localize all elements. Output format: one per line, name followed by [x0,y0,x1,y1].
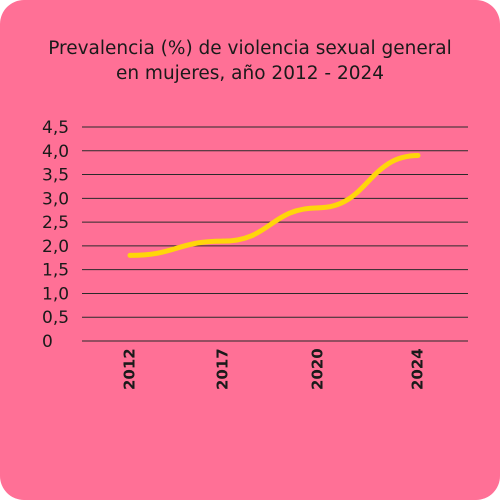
chart-title-line-1: Prevalencia (%) de violencia sexual gene… [48,38,452,59]
y-tick-label: 3,5 [42,166,69,186]
x-tick-label: 2017 [214,348,232,390]
data-point [127,252,133,258]
x-tick-label: 2024 [409,348,427,390]
y-tick-label: 1,0 [42,284,69,304]
y-tick-label: 0 [42,332,53,352]
y-tick-label: 1,5 [42,261,69,281]
y-tick-label: 4,0 [42,142,69,162]
data-point [315,205,321,211]
y-tick-label: 2,5 [42,213,69,233]
x-tick-label: 2020 [309,348,327,390]
data-point [220,238,226,244]
chart-title: Prevalencia (%) de violencia sexual gene… [0,36,500,86]
data-point [415,153,421,159]
y-tick-label: 3,0 [42,189,69,209]
x-tick-label: 2012 [121,348,139,390]
series-line [129,153,419,258]
y-tick-label: 0,5 [42,308,69,328]
y-tick-label: 4,5 [42,118,69,138]
y-tick-label: 2,0 [42,237,69,257]
chart-title-line-2: en mujeres, año 2012 - 2024 [115,63,385,84]
